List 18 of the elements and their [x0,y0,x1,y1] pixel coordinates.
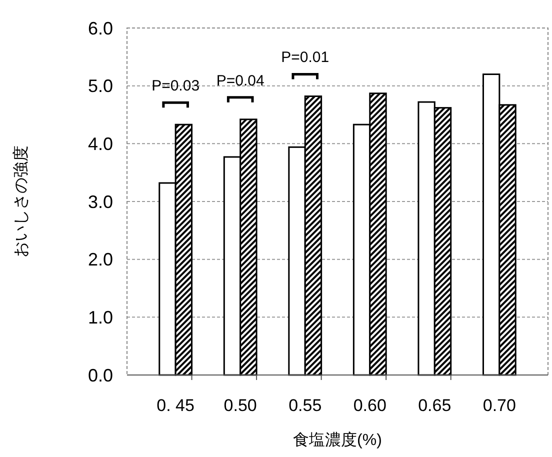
y-tick-label: 0.0 [88,365,113,386]
y-tick-label: 6.0 [88,18,113,38]
annotation: P=0.04 [216,72,264,90]
x-tick-label: 0.60 [353,396,386,415]
y-axis-title: おいしさの強度 [12,146,30,258]
x-tick-label: 0.50 [224,396,257,415]
y-tick-label: 5.0 [88,76,113,96]
x-tick-label: 0.70 [482,396,516,415]
x-tick-label: 0.55 [288,396,322,415]
x-tick-label: 0. 45 [156,396,194,415]
x-tick-label: 0.65 [418,396,452,415]
y-tick-label: 3.0 [88,192,113,212]
annotation: P=0.01 [281,49,330,66]
x-axis-title: 食塩濃度(%) [293,431,382,449]
y-tick-label: 1.0 [88,307,113,328]
annotation: P=0.03 [152,78,200,95]
y-tick-label: 2.0 [88,250,113,270]
y-tick-label: 4.0 [88,134,113,154]
